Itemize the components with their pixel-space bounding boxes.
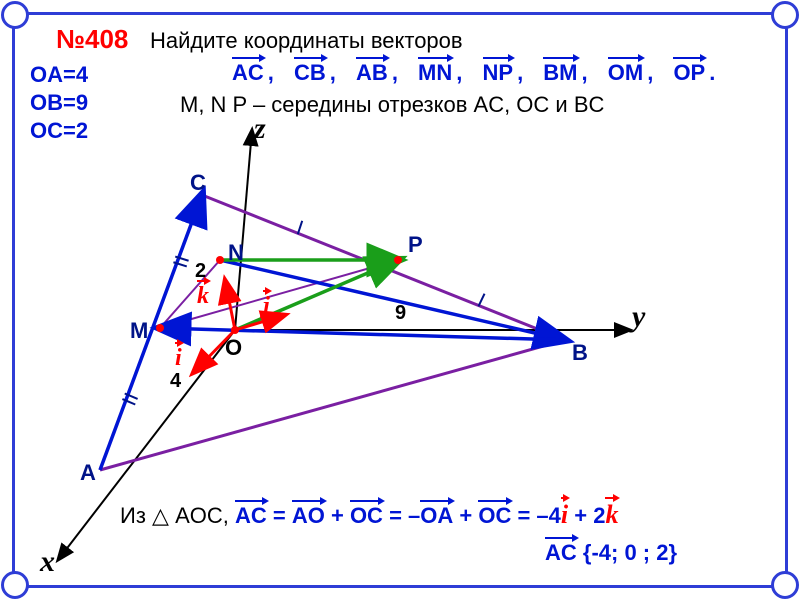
problem-number: №408 [56,24,128,55]
unit-j: j [263,293,270,320]
header-task: Найдите координаты векторов [150,28,463,54]
given-oa: OA=4 [30,62,88,88]
given-oc: OC=2 [30,118,88,144]
axis-z: z [254,112,266,146]
point-C: C [190,170,206,196]
axis-x: x [40,545,55,579]
point-P: P [408,232,423,258]
dist-ob: 9 [395,302,406,325]
dist-oa: 4 [170,370,181,393]
solution-result: AC {-4; 0 ; 2} [545,540,677,566]
unit-i: i [175,345,182,372]
point-N: N [228,240,244,266]
point-M: M [130,318,148,344]
midpoint-text: M, N P – середины отрезков AC, OC и BC [180,92,604,118]
vectors-list: AC, CB, AB, MN, NP, BM, OM, OP. [232,60,729,86]
unit-k: k [197,283,209,310]
point-A: A [80,460,96,486]
point-O: O [225,335,242,361]
axis-y: y [632,300,645,334]
solution-line: Из △ AOC, AC = AO + OC = –OA + OC = –4i … [120,500,618,530]
point-B: B [572,340,588,366]
given-ob: OB=9 [30,90,88,116]
